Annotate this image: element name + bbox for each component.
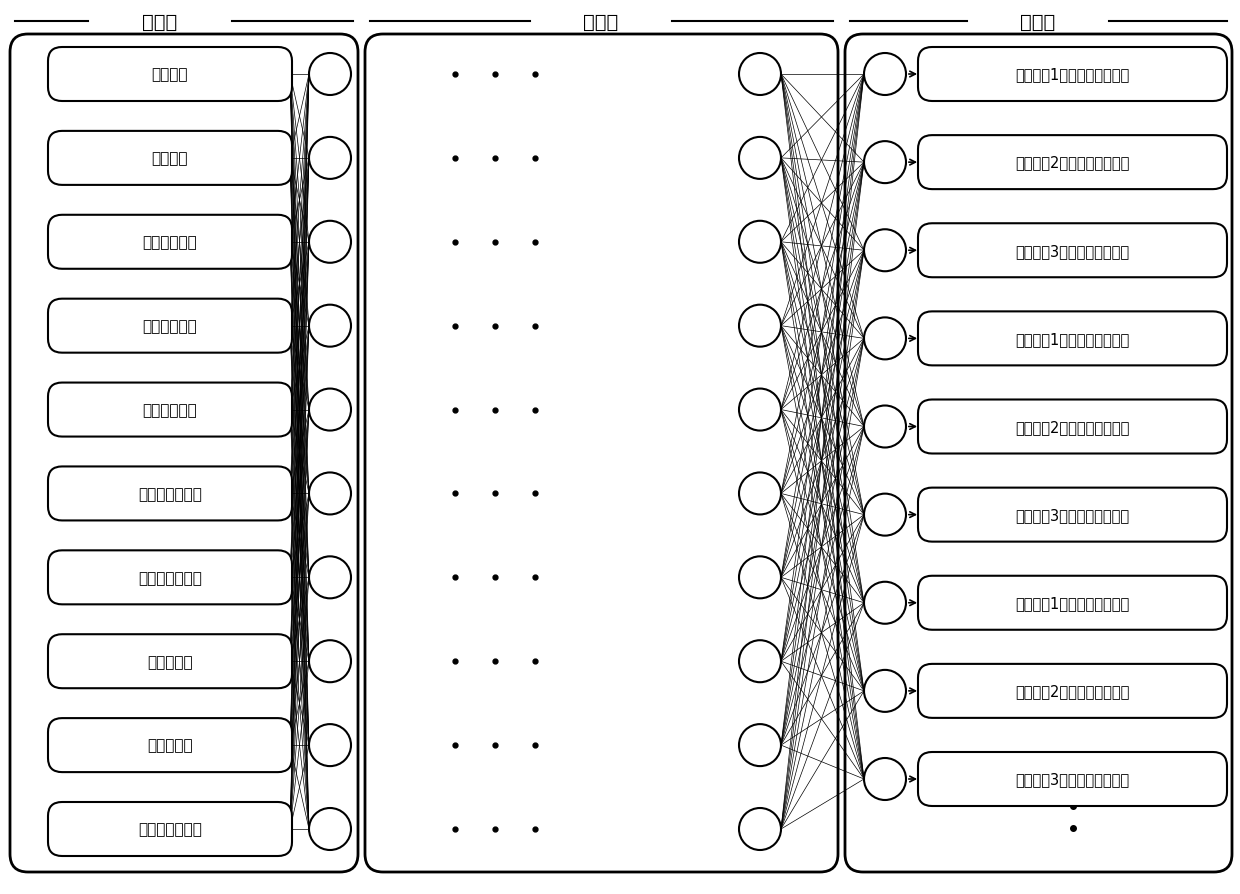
Circle shape (739, 557, 781, 599)
FancyBboxPatch shape (918, 664, 1228, 718)
Text: 敏感目标3的超阈值持续时间: 敏感目标3的超阈值持续时间 (1016, 772, 1130, 787)
FancyBboxPatch shape (48, 551, 291, 604)
Text: 上游水文: 上游水文 (151, 67, 188, 82)
Text: 敏感目标2的超阈值持续时间: 敏感目标2的超阈值持续时间 (1016, 684, 1130, 698)
FancyBboxPatch shape (918, 224, 1228, 278)
Text: 输出层: 输出层 (1021, 13, 1055, 31)
FancyBboxPatch shape (48, 48, 291, 102)
FancyBboxPatch shape (918, 488, 1228, 542)
Circle shape (864, 318, 906, 360)
FancyBboxPatch shape (48, 299, 291, 353)
Circle shape (864, 230, 906, 272)
Circle shape (739, 808, 781, 850)
Text: 敏感目标1的污染物峰值浓度: 敏感目标1的污染物峰值浓度 (1016, 67, 1130, 82)
Circle shape (739, 640, 781, 682)
FancyBboxPatch shape (48, 131, 291, 186)
FancyBboxPatch shape (918, 576, 1228, 630)
Circle shape (309, 54, 351, 96)
Text: 污染物泄漏量: 污染物泄漏量 (143, 319, 197, 333)
Circle shape (739, 222, 781, 264)
Text: 敏感目标3的污染物到达时刻: 敏感目标3的污染物到达时刻 (1016, 508, 1130, 522)
Circle shape (739, 306, 781, 347)
Circle shape (739, 54, 781, 96)
FancyBboxPatch shape (48, 635, 291, 688)
Circle shape (739, 389, 781, 431)
FancyBboxPatch shape (918, 752, 1228, 806)
Circle shape (309, 138, 351, 180)
Text: 隐含层: 隐含层 (583, 13, 619, 31)
FancyBboxPatch shape (48, 467, 291, 521)
Circle shape (864, 494, 906, 536)
Circle shape (309, 808, 351, 850)
Text: 敏感目标1的超阈值持续时间: 敏感目标1的超阈值持续时间 (1016, 595, 1130, 611)
Text: 污染物降解系数: 污染物降解系数 (138, 486, 202, 502)
Text: 输入层: 输入层 (143, 13, 177, 31)
Circle shape (864, 758, 906, 800)
FancyBboxPatch shape (48, 802, 291, 856)
Circle shape (864, 582, 906, 624)
Circle shape (309, 306, 351, 347)
Circle shape (864, 406, 906, 448)
Circle shape (309, 389, 351, 431)
Circle shape (864, 54, 906, 96)
Circle shape (739, 138, 781, 180)
Text: 污染物密度: 污染物密度 (148, 654, 192, 669)
Text: 敏感目标1的污染物到达时刻: 敏感目标1的污染物到达时刻 (1016, 332, 1130, 347)
Circle shape (309, 557, 351, 599)
Text: 事故发生位置: 事故发生位置 (143, 235, 197, 250)
Text: 污染物蒸发常数: 污染物蒸发常数 (138, 570, 202, 586)
Circle shape (309, 724, 351, 766)
FancyBboxPatch shape (918, 400, 1228, 454)
FancyBboxPatch shape (48, 384, 291, 437)
Text: 污染物溶解度: 污染物溶解度 (143, 402, 197, 417)
Text: 敏感目标2的污染物峰值浓度: 敏感目标2的污染物峰值浓度 (1016, 156, 1130, 171)
Text: 污染物表面张力: 污染物表面张力 (138, 822, 202, 837)
Circle shape (309, 640, 351, 682)
FancyBboxPatch shape (918, 136, 1228, 190)
Circle shape (309, 473, 351, 515)
FancyBboxPatch shape (918, 48, 1228, 102)
Text: 污染物粘度: 污染物粘度 (148, 738, 192, 753)
Text: 下游水文: 下游水文 (151, 151, 188, 166)
Circle shape (739, 473, 781, 515)
FancyBboxPatch shape (918, 312, 1228, 366)
Circle shape (739, 724, 781, 766)
Text: 敏感目标3的污染物峰值浓度: 敏感目标3的污染物峰值浓度 (1016, 243, 1130, 258)
Circle shape (864, 142, 906, 184)
FancyBboxPatch shape (48, 718, 291, 772)
Circle shape (309, 222, 351, 264)
Circle shape (864, 670, 906, 713)
FancyBboxPatch shape (48, 215, 291, 269)
Text: 敏感目标2的污染物到达时刻: 敏感目标2的污染物到达时刻 (1016, 419, 1130, 434)
